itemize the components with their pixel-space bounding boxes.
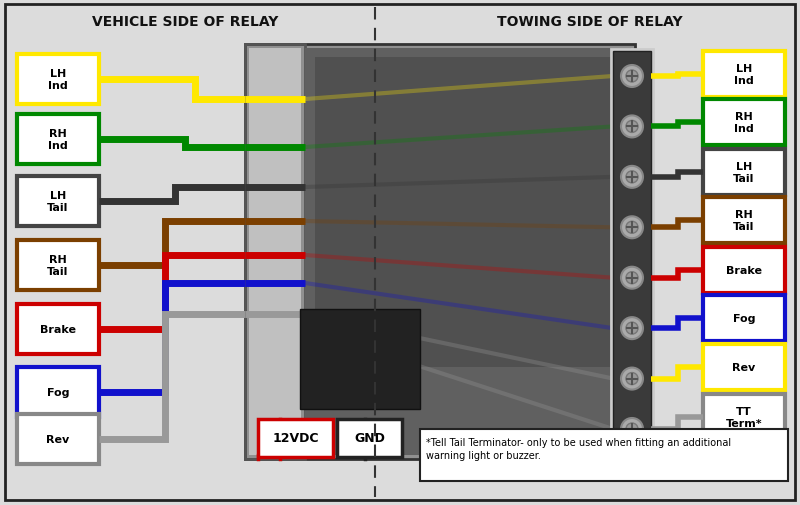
Bar [245, 45, 635, 459]
Text: Rev: Rev [46, 434, 70, 444]
Bar [703, 100, 785, 146]
Bar [703, 295, 785, 341]
Circle shape [621, 167, 643, 188]
Bar [17, 177, 99, 227]
Text: TT
Term*: TT Term* [726, 407, 762, 428]
Bar [703, 52, 785, 98]
Bar [305, 49, 631, 455]
Text: Brake: Brake [726, 266, 762, 275]
Text: LH
Tail: LH Tail [47, 191, 69, 213]
Circle shape [621, 116, 643, 138]
Text: RH
Tail: RH Tail [47, 255, 69, 276]
Text: LH
Ind: LH Ind [734, 64, 754, 86]
Bar [703, 344, 785, 390]
Bar [249, 49, 301, 455]
Bar [703, 394, 785, 440]
Text: Rev: Rev [732, 362, 756, 372]
Circle shape [621, 368, 643, 390]
Text: TOWING SIDE OF RELAY: TOWING SIDE OF RELAY [497, 15, 683, 29]
Circle shape [626, 423, 638, 435]
Bar [17, 240, 99, 290]
Bar [315, 58, 625, 367]
Text: RH
Tail: RH Tail [734, 210, 754, 231]
Text: RH
Ind: RH Ind [734, 112, 754, 133]
Circle shape [626, 222, 638, 234]
Bar [17, 115, 99, 165]
Circle shape [621, 318, 643, 339]
Circle shape [626, 323, 638, 334]
Bar [300, 310, 420, 409]
Text: Fog: Fog [733, 314, 755, 323]
Circle shape [626, 272, 638, 284]
Text: *Tell Tail Terminator- only to be used when fitting an additional
warning light : *Tell Tail Terminator- only to be used w… [426, 437, 731, 460]
Circle shape [621, 267, 643, 289]
Text: GND: GND [354, 432, 385, 444]
Bar [17, 55, 99, 105]
Text: LH
Ind: LH Ind [48, 69, 68, 90]
Circle shape [626, 373, 638, 385]
Bar [420, 429, 788, 481]
Circle shape [626, 71, 638, 83]
Circle shape [621, 418, 643, 440]
Bar [258, 419, 333, 457]
Bar [17, 367, 99, 417]
Text: LH
Tail: LH Tail [734, 162, 754, 183]
Bar [611, 50, 653, 456]
Bar [703, 247, 785, 293]
Text: 12VDC: 12VDC [272, 432, 318, 444]
Text: VEHICLE SIDE OF RELAY: VEHICLE SIDE OF RELAY [92, 15, 278, 29]
Circle shape [621, 217, 643, 239]
Text: Fog: Fog [46, 387, 70, 397]
Bar [703, 197, 785, 243]
Bar [245, 45, 305, 459]
Text: Brake: Brake [40, 324, 76, 334]
Text: RH
Ind: RH Ind [48, 129, 68, 150]
Bar [17, 305, 99, 355]
Bar [703, 149, 785, 195]
Circle shape [626, 172, 638, 183]
Bar [613, 52, 651, 454]
Circle shape [626, 121, 638, 133]
Bar [337, 419, 402, 457]
Circle shape [621, 66, 643, 88]
Bar [17, 414, 99, 464]
